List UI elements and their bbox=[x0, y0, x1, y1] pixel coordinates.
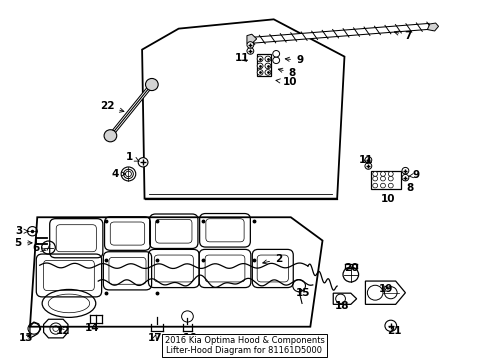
Text: 1: 1 bbox=[126, 152, 139, 162]
Circle shape bbox=[380, 172, 385, 176]
Polygon shape bbox=[427, 23, 438, 31]
Text: 16: 16 bbox=[182, 333, 197, 343]
Text: 6: 6 bbox=[32, 243, 45, 253]
Circle shape bbox=[387, 172, 392, 176]
Text: 4: 4 bbox=[111, 169, 125, 179]
Text: 9: 9 bbox=[285, 55, 303, 65]
Text: 14: 14 bbox=[85, 323, 100, 333]
Text: 7: 7 bbox=[393, 31, 411, 41]
Text: 20: 20 bbox=[344, 264, 358, 274]
Circle shape bbox=[372, 176, 377, 181]
Circle shape bbox=[372, 183, 377, 188]
Text: 21: 21 bbox=[386, 327, 401, 336]
Circle shape bbox=[257, 63, 263, 69]
Circle shape bbox=[387, 176, 392, 181]
Text: 8: 8 bbox=[406, 183, 413, 193]
Text: 22: 22 bbox=[100, 102, 123, 112]
Text: 11: 11 bbox=[358, 155, 373, 165]
Text: 18: 18 bbox=[334, 301, 348, 311]
Text: 17: 17 bbox=[147, 333, 162, 343]
Circle shape bbox=[104, 130, 117, 142]
Circle shape bbox=[138, 158, 148, 167]
Text: 10: 10 bbox=[380, 194, 395, 204]
Circle shape bbox=[246, 48, 253, 54]
Polygon shape bbox=[246, 34, 256, 44]
Text: 2: 2 bbox=[262, 254, 282, 264]
Circle shape bbox=[145, 78, 158, 91]
Circle shape bbox=[272, 57, 279, 64]
Text: 15: 15 bbox=[295, 288, 309, 298]
Circle shape bbox=[372, 172, 377, 176]
Circle shape bbox=[401, 174, 408, 181]
Circle shape bbox=[364, 157, 371, 163]
Text: 5: 5 bbox=[15, 238, 32, 248]
Circle shape bbox=[264, 63, 270, 69]
Circle shape bbox=[257, 69, 263, 75]
Text: 11: 11 bbox=[235, 53, 249, 63]
Text: 10: 10 bbox=[275, 77, 297, 87]
Text: 8: 8 bbox=[278, 68, 295, 78]
Text: 19: 19 bbox=[378, 284, 392, 294]
Circle shape bbox=[401, 167, 408, 174]
Circle shape bbox=[272, 50, 279, 57]
Circle shape bbox=[380, 183, 385, 188]
Circle shape bbox=[257, 56, 263, 62]
Circle shape bbox=[387, 183, 392, 188]
Circle shape bbox=[264, 69, 270, 75]
Text: 13: 13 bbox=[19, 333, 34, 343]
Circle shape bbox=[264, 56, 270, 62]
Text: 9: 9 bbox=[408, 170, 419, 180]
Circle shape bbox=[246, 42, 253, 48]
Circle shape bbox=[380, 176, 385, 181]
Text: 12: 12 bbox=[56, 327, 70, 336]
Text: 2016 Kia Optima Hood & Components
Lifter-Hood Diagram for 81161D5000: 2016 Kia Optima Hood & Components Lifter… bbox=[164, 336, 324, 355]
Text: 3: 3 bbox=[15, 226, 28, 236]
Circle shape bbox=[364, 163, 371, 169]
